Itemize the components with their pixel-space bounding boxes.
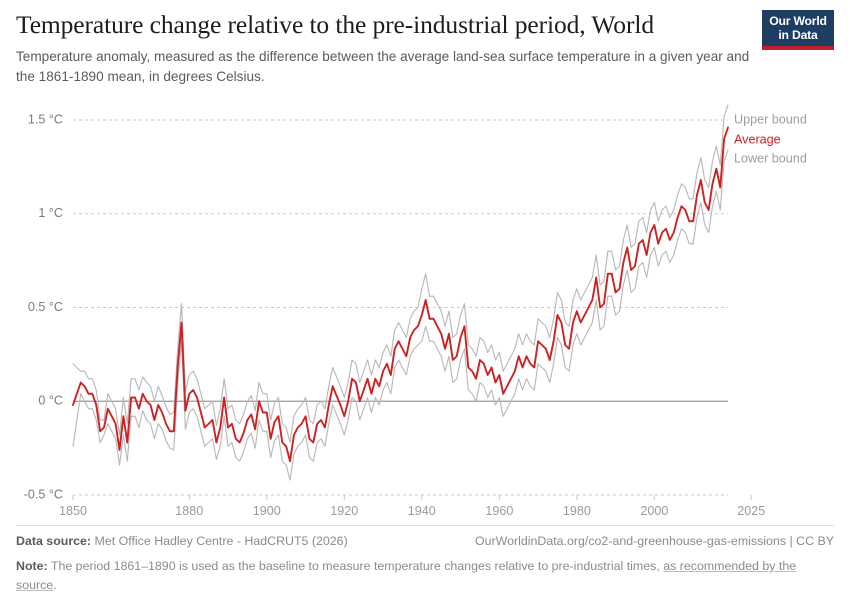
note-text: The period 1861–1890 is used as the base… xyxy=(50,558,664,573)
chart-legend: Upper bound Average Lower bound xyxy=(734,112,807,165)
x-axis-labels: 1850 1880 1900 1920 1940 1960 1980 2000 2025 xyxy=(59,495,765,518)
x-axis-tick-label: 2025 xyxy=(737,504,765,518)
owid-logo-line2: in Data xyxy=(778,27,818,42)
x-axis-tick-label: 1960 xyxy=(485,504,513,518)
data-source: Data source: Met Office Hadley Centre - … xyxy=(16,533,348,551)
series-group xyxy=(72,104,729,481)
series-line-average xyxy=(72,126,729,463)
gridlines-group xyxy=(73,119,728,496)
x-axis-tick-label: 1900 xyxy=(253,504,281,518)
data-source-label: Data source: xyxy=(16,534,92,548)
legend-item-upper[interactable]: Upper bound xyxy=(734,112,807,126)
y-axis-tick-label: 0.5 °C xyxy=(28,300,63,314)
note-source-link[interactable]: as recommended by the source xyxy=(16,558,797,592)
owid-logo[interactable]: Our World in Data xyxy=(762,10,834,51)
note-label: Note: xyxy=(16,558,48,573)
chart-header: Temperature change relative to the pre-i… xyxy=(16,10,768,86)
x-axis-tick-label: 1850 xyxy=(59,504,87,518)
y-axis-labels: 1.5 °C 1 °C 0.5 °C 0 °C -0.5 °C xyxy=(24,112,63,501)
y-axis-tick-label: 1.5 °C xyxy=(28,112,63,126)
note-text-end: . xyxy=(53,577,57,592)
chart-plot-area: 1.5 °C 1 °C 0.5 °C 0 °C -0.5 °C 1850 1880 1900… xyxy=(0,95,850,520)
y-axis-tick-label: 0 °C xyxy=(38,394,63,408)
y-axis-tick-label: -0.5 °C xyxy=(24,487,63,501)
page-title: Temperature change relative to the pre-i… xyxy=(16,10,654,39)
x-axis-tick-label: 1920 xyxy=(330,504,358,518)
y-axis-tick-label: 1 °C xyxy=(38,206,63,220)
owid-logo-line1: Our World xyxy=(769,14,827,28)
x-axis-tick-label: 1940 xyxy=(408,504,436,518)
series-line-upper-bound xyxy=(72,104,729,444)
temperature-anomaly-chart: 1.5 °C 1 °C 0.5 °C 0 °C -0.5 °C 1850 1880 1900… xyxy=(24,104,807,518)
chart-note: Note: The period 1861–1890 is used as th… xyxy=(16,557,834,594)
x-axis-tick-label: 1980 xyxy=(563,504,591,518)
legend-item-average[interactable]: Average xyxy=(734,132,781,146)
footer-divider xyxy=(16,525,834,526)
x-axis-tick-label: 1880 xyxy=(175,504,203,518)
legend-item-lower[interactable]: Lower bound xyxy=(734,151,807,165)
x-axis-tick-label: 2000 xyxy=(640,504,668,518)
chart-footer: Data source: Met Office Hadley Centre - … xyxy=(16,525,834,594)
data-source-value: Met Office Hadley Centre - HadCRUT5 (202… xyxy=(94,534,348,548)
attribution-link[interactable]: OurWorldinData.org/co2-and-greenhouse-ga… xyxy=(474,534,834,548)
chart-subtitle: Temperature anomaly, measured as the dif… xyxy=(16,49,750,84)
